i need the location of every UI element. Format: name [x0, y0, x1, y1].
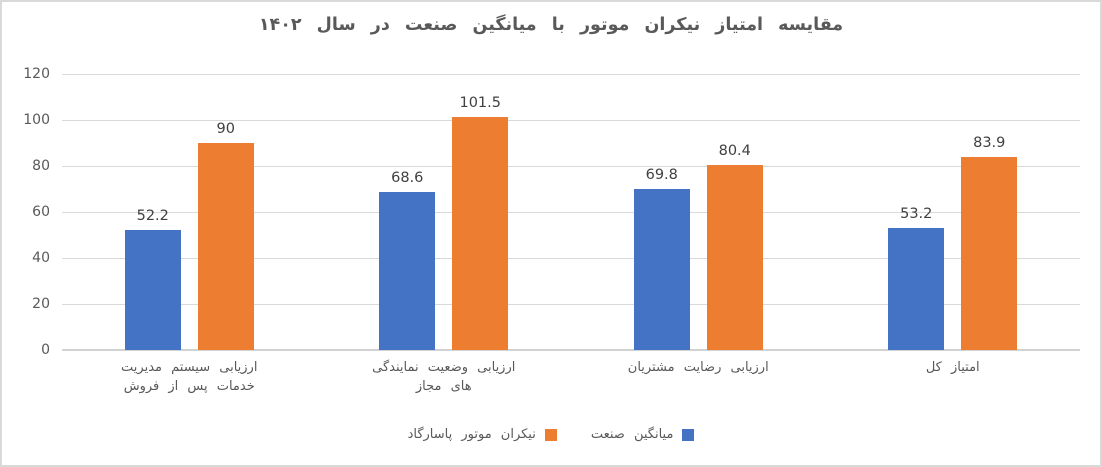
- gridline: [62, 211, 1080, 213]
- bar-nikran-motor-1: [452, 116, 509, 350]
- gridline: [62, 73, 1080, 75]
- bar-value-label: 52.2: [136, 207, 169, 224]
- legend-swatch-icon: [544, 428, 557, 441]
- y-tick-label: 20: [32, 296, 50, 312]
- category-label-line: ارزیابی وضعیت نمایندگی: [372, 360, 516, 375]
- bar-nikran-motor-0: [197, 143, 254, 350]
- gridline: [62, 257, 1080, 259]
- gridline: [62, 119, 1080, 121]
- bar-nikran-motor-2: [706, 165, 763, 350]
- legend: میانگین صنعت نیکران موتور پاسارگاد: [2, 427, 1100, 442]
- legend-swatch-icon: [682, 428, 695, 441]
- y-tick-label: 60: [32, 204, 50, 220]
- bar-value-label: 101.5: [459, 94, 501, 111]
- category-label: امتیاز کل: [827, 358, 1079, 377]
- bar-industry-average-1: [379, 192, 436, 350]
- bar-industry-average-3: [888, 227, 945, 350]
- y-tick-label: 40: [32, 250, 50, 266]
- category-label-line: ارزیابی رضایت مشتریان: [627, 360, 769, 375]
- category-label-line: خدمات پس از فروش: [123, 379, 255, 394]
- legend-item-nikran-motor: نیکران موتور پاسارگاد: [408, 427, 557, 442]
- category-label: ارزیابی وضعیت نمایندگی های مجاز: [318, 358, 570, 396]
- category-label: ارزیابی سیستم مدیریت خدمات پس از فروش: [63, 358, 315, 396]
- bar-value-label: 68.6: [391, 170, 424, 187]
- bar-value-label: 80.4: [718, 143, 751, 160]
- chart-title: مقایسه امتیاز نیکران موتور با میانگین صن…: [258, 15, 844, 35]
- gridline: [62, 303, 1080, 305]
- y-tick-label: 0: [41, 342, 50, 358]
- bar-value-label: 83.9: [973, 135, 1006, 152]
- legend-item-industry-average: میانگین صنعت: [591, 427, 695, 442]
- bar-industry-average-0: [124, 229, 181, 350]
- y-tick-label: 120: [23, 66, 50, 82]
- bar-nikran-motor-3: [961, 157, 1018, 350]
- bar-value-label: 90: [216, 121, 235, 137]
- y-tick-label: 80: [32, 158, 50, 174]
- category-label-line: امتیاز کل: [925, 360, 980, 375]
- legend-label: میانگین صنعت: [590, 427, 674, 442]
- bar-value-label: 53.2: [900, 205, 933, 222]
- y-tick-label: 100: [23, 112, 50, 128]
- bar-industry-average-2: [633, 189, 690, 350]
- gridline: [62, 165, 1080, 167]
- legend-label: نیکران موتور پاسارگاد: [407, 427, 536, 442]
- x-axis-line: [62, 349, 1080, 351]
- category-label-line: ارزیابی سیستم مدیریت: [121, 360, 258, 375]
- category-label: ارزیابی رضایت مشتریان: [572, 358, 824, 377]
- category-label-line: های مجاز: [415, 379, 472, 394]
- bar-value-label: 69.8: [645, 167, 678, 184]
